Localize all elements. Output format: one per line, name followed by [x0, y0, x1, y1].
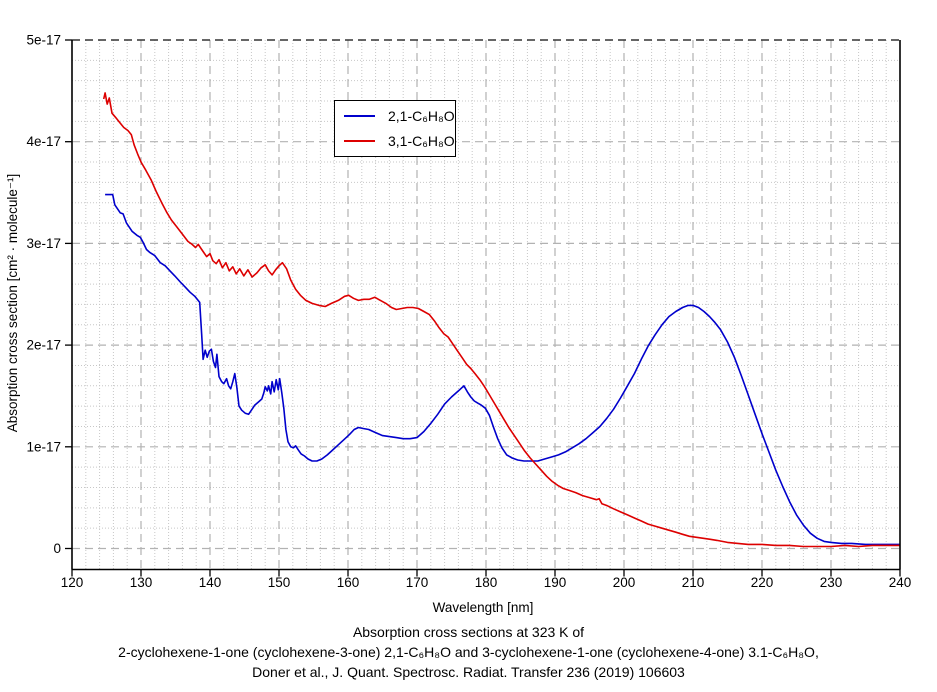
y-axis-title: Absorption cross section [cm² · molecule…: [5, 173, 20, 433]
y-tick-label: 5e-17: [26, 33, 61, 48]
legend-label-red: 3,1-C₆H₈O: [388, 133, 455, 149]
y-tick-label: 3e-17: [26, 236, 61, 251]
x-tick-label: 210: [682, 575, 705, 590]
y-tick-label: 2e-17: [26, 338, 61, 353]
x-tick-label: 160: [337, 575, 360, 590]
y-tick-label: 1e-17: [26, 439, 61, 454]
x-tick-label: 180: [475, 575, 498, 590]
legend-item-blue: 2,1-C₆H₈O: [335, 106, 455, 126]
series-line-red: [102, 92, 900, 548]
caption-line-3: Doner et al., J. Quant. Spectrosc. Radia…: [252, 664, 685, 680]
caption-line-1: Absorption cross sections at 323 K of: [352, 624, 585, 640]
legend-line-sample-red: [344, 140, 375, 142]
y-tick-label: 0: [53, 541, 61, 556]
x-tick-label: 190: [544, 575, 567, 590]
x-axis-title: Wavelength [nm]: [432, 600, 534, 615]
x-tick-label: 220: [751, 575, 774, 590]
caption-line-2: 2-cyclohexene-1-one (cyclohexene-3-one) …: [118, 644, 819, 660]
x-tick-label: 170: [406, 575, 429, 590]
legend-line-sample-blue: [344, 115, 375, 117]
x-tick-label: 200: [613, 575, 636, 590]
x-tick-label: 130: [130, 575, 153, 590]
legend-item-red: 3,1-C₆H₈O: [335, 131, 455, 151]
x-tick-label: 120: [61, 575, 84, 590]
legend-box: 2,1-C₆H₈O 3,1-C₆H₈O: [334, 100, 456, 157]
y-tick-label: 4e-17: [26, 134, 61, 149]
x-tick-label: 150: [268, 575, 291, 590]
series-line-blue: [105, 193, 900, 546]
figure-caption: Absorption cross sections at 323 K of 2-…: [0, 622, 937, 682]
x-tick-label: 140: [199, 575, 222, 590]
x-tick-label: 230: [820, 575, 843, 590]
legend-label-blue: 2,1-C₆H₈O: [388, 108, 455, 124]
x-tick-label: 240: [889, 575, 912, 590]
